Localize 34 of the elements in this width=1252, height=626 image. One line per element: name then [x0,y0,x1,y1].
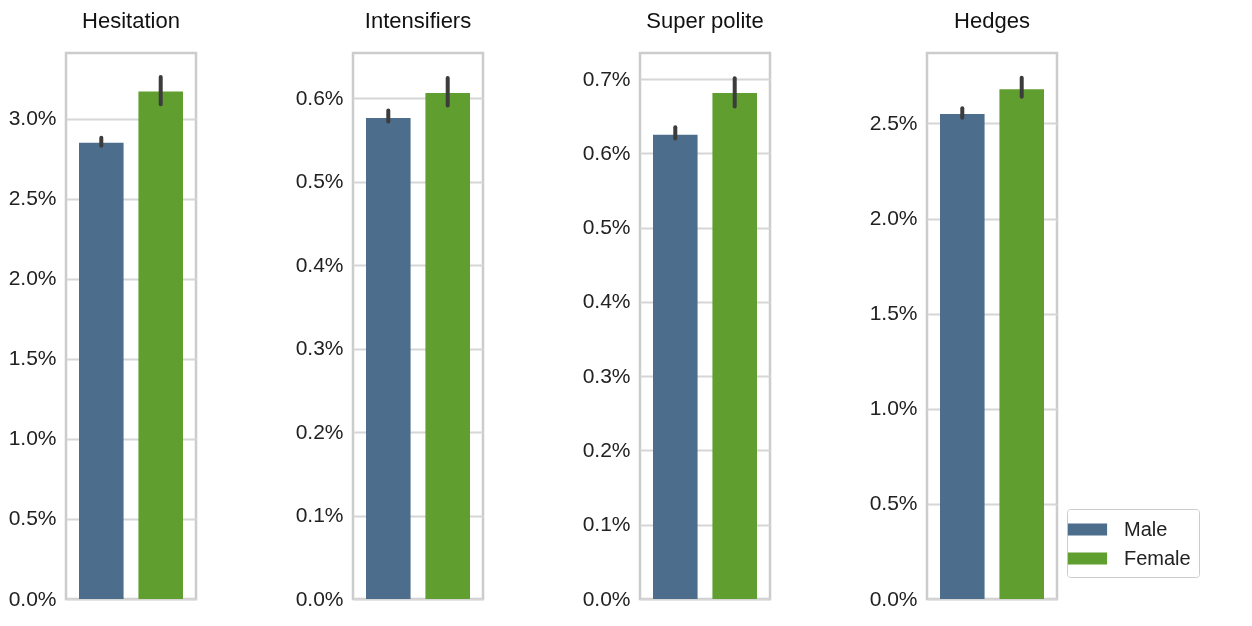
y-tick-label: 0.1% [295,503,344,527]
chart-title: Hesitation [82,8,180,33]
y-tick-label: 0.4% [295,252,344,276]
y-tick-label: 1.5% [8,346,57,370]
y-tick-label: 0.1% [582,512,631,536]
chart-title: Hedges [954,8,1030,33]
y-tick-label: 0.5% [869,491,918,515]
y-tick-label: 0.6% [295,85,344,109]
y-tick-label: 2.0% [869,206,918,230]
y-tick-label: 0.3% [295,336,344,360]
y-tick-label: 1.0% [8,426,57,450]
legend-label: Male [1124,517,1168,540]
y-tick-label: 0.5% [295,169,344,193]
chart-title: Super polite [646,8,764,33]
y-tick-label: 2.0% [8,266,57,290]
chart-title: Intensifiers [364,8,472,33]
y-tick-label: 1.5% [869,301,918,325]
y-tick-label: 0.5% [8,506,57,530]
y-tick-label: 0.0% [8,586,57,610]
y-tick-label: 1.0% [869,396,918,420]
y-tick-label: 2.5% [869,110,918,134]
y-tick-label: 0.2% [582,437,631,461]
y-tick-label: 2.5% [8,186,57,210]
y-tick-label: 0.0% [295,586,344,610]
y-tick-label: 0.0% [869,586,918,610]
y-tick-label: 0.3% [582,363,631,387]
y-tick-label: 0.2% [295,419,344,443]
y-tick-label: 0.7% [582,66,631,90]
y-tick-label: 0.6% [582,140,631,164]
y-tick-label: 0.5% [582,215,631,239]
y-tick-label: 3.0% [8,106,57,130]
y-tick-label: 0.0% [582,586,631,610]
y-tick-label: 0.4% [582,289,631,313]
legend-label: Female [1124,546,1191,569]
